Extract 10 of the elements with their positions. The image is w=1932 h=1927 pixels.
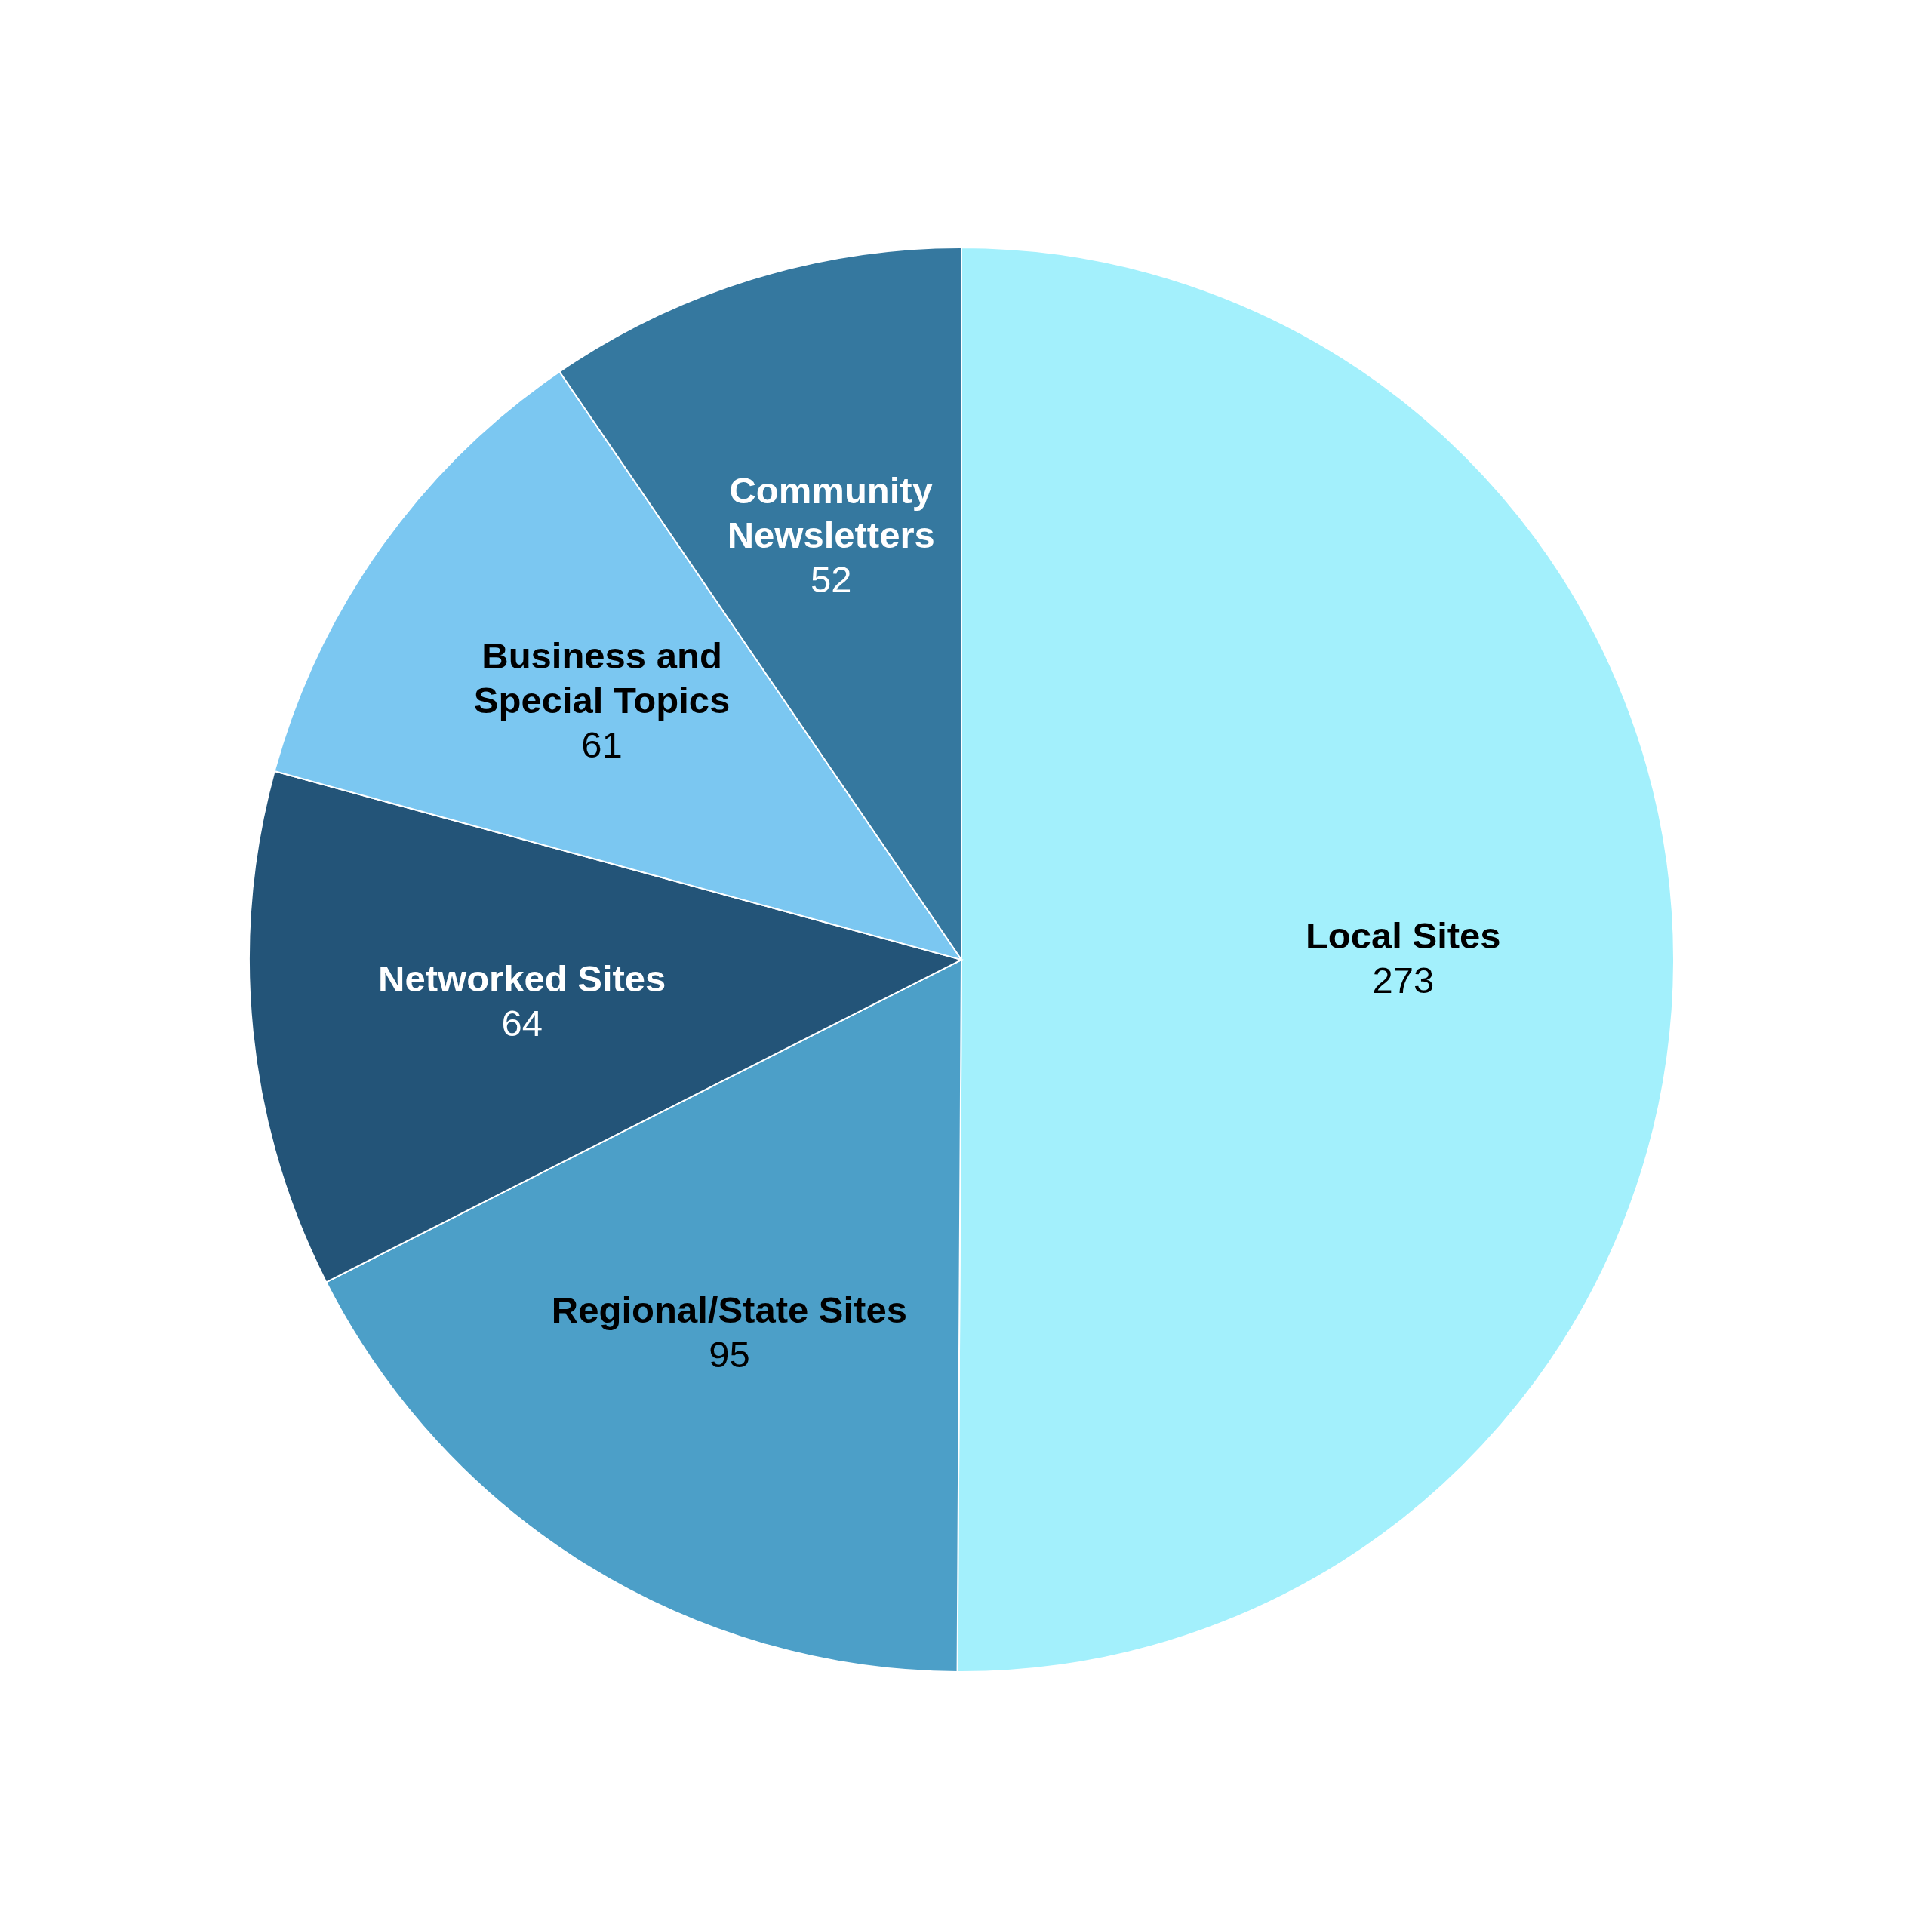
slice-label: Community Newsletters <box>727 469 935 555</box>
slice-label: Business and Special Topics <box>473 635 731 721</box>
data-label: 52 <box>810 558 852 600</box>
slice-label: Networked Sites <box>378 958 666 1000</box>
data-label: 95 <box>709 1334 750 1375</box>
data-label: 64 <box>501 1003 543 1044</box>
data-label: 61 <box>581 724 623 766</box>
slice-label: Regional/State Sites <box>551 1289 907 1331</box>
data-label: 273 <box>1372 960 1435 1001</box>
slice-label: Local Sites <box>1305 915 1501 957</box>
